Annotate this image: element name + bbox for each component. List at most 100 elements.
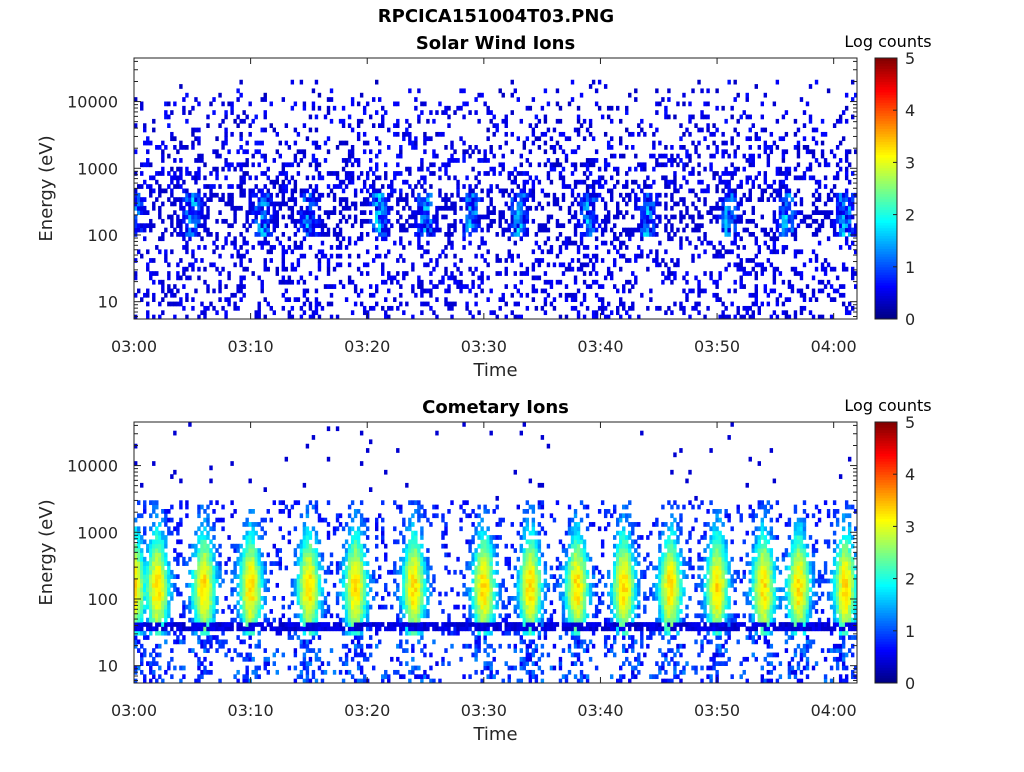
spectrogram-cell [592,162,595,167]
spectrogram-cell [604,241,607,246]
spectrogram-cell [610,271,613,276]
spectrogram-cell [556,141,559,146]
spectrogram-cell [658,154,661,159]
spectrogram-cell [737,167,740,172]
spectrogram-cell [245,596,248,601]
spectrogram-cell [200,566,203,571]
spectrogram-cell [143,570,146,575]
spectrogram-cell [245,618,248,623]
spectrogram-cell [459,136,462,141]
spectrogram-cell [282,171,285,176]
spectrogram-cell [815,141,818,146]
spectrogram-cell [682,228,685,233]
spectrogram-cell [137,223,140,228]
spectrogram-cell [161,310,164,315]
spectrogram-cell [197,526,200,531]
spectrogram-cell [658,262,661,267]
spectrogram-cell [134,592,137,597]
spectrogram-cell [176,223,179,228]
spectrogram-cell [282,626,285,631]
spectrogram-cell [155,609,158,614]
spectrogram-cell [526,306,529,311]
spectrogram-cell [188,570,191,575]
spectrogram-cell [312,635,315,640]
spectrogram-cell [589,119,592,124]
spectrogram-cell [258,232,261,237]
spectrogram-cell [429,136,432,141]
spectrogram-cell [258,302,261,307]
spectrogram-cell [514,167,517,172]
spectrogram-cell [827,280,830,285]
spectrogram-cell [191,193,194,198]
spectrogram-cell [197,600,200,605]
spectrogram-cell [282,254,285,259]
spectrogram-cell [420,162,423,167]
spectrogram-cell [685,180,688,185]
spectrogram-cell [378,215,381,220]
spectrogram-cell [737,306,740,311]
spectrogram-cell [212,110,215,115]
spectrogram-cell [143,561,146,566]
spectrogram-cell [309,500,312,505]
spectrogram-cell [146,158,149,163]
spectrogram-cell [420,210,423,215]
spectrogram-cell [721,171,724,176]
spectrogram-cell [245,574,248,579]
spectrogram-cell [706,128,709,133]
spectrogram-cell [649,210,652,215]
spectrogram-cell [206,522,209,527]
spectrogram-cell [655,215,658,220]
spectrogram-cell [354,193,357,198]
spectrogram-cell [312,622,315,627]
spectrogram-cell [324,622,327,627]
spectrogram-cell [158,531,161,536]
spectrogram-cell [610,189,613,194]
spectrogram-cell [610,276,613,281]
spectrogram-cell [288,666,291,671]
spectrogram-cell [806,102,809,107]
spectrogram-cell [206,215,209,220]
spectrogram-cell [402,132,405,137]
spectrogram-cell [589,123,592,128]
spectrogram-cell [450,271,453,276]
spectrogram-cell [176,262,179,267]
spectrogram-cell [393,171,396,176]
spectrogram-cell [173,102,176,107]
spectrogram-cell [134,583,137,588]
spectrogram-cell [782,219,785,224]
spectrogram-cell [634,206,637,211]
spectrogram-cell [480,189,483,194]
spectrogram-cell [432,162,435,167]
spectrogram-cell [239,162,242,167]
spectrogram-cell [682,145,685,150]
spectrogram-cell [553,202,556,207]
spectrogram-cell [664,162,667,167]
spectrogram-cell [224,132,227,137]
spectrogram-cell [200,674,203,679]
spectrogram-cell [261,535,264,540]
spectrogram-cell [194,232,197,237]
spectrogram-cell [297,596,300,601]
spectrogram-cell [227,232,230,237]
spectrogram-cell [351,171,354,176]
spectrogram-cell [682,93,685,98]
spectrogram-cell [354,219,357,224]
spectrogram-cell [327,258,330,263]
spectrogram-cell [511,206,514,211]
spectrogram-cell [806,167,809,172]
spectrogram-cell [294,267,297,272]
spectrogram-cell [709,276,712,281]
spectrogram-cell [794,254,797,259]
spectrogram-cell [770,132,773,137]
spectrogram-cell [432,171,435,176]
spectrogram-cell [200,539,203,544]
spectrogram-cell [167,271,170,276]
spectrogram-cell [239,605,242,610]
spectrogram-cell [688,215,691,220]
spectrogram-cell [152,661,155,666]
spectrogram-cell [465,284,468,289]
spectrogram-cell [387,289,390,294]
spectrogram-cell [682,289,685,294]
spectrogram-cell [399,241,402,246]
spectrogram-cell [312,574,315,579]
